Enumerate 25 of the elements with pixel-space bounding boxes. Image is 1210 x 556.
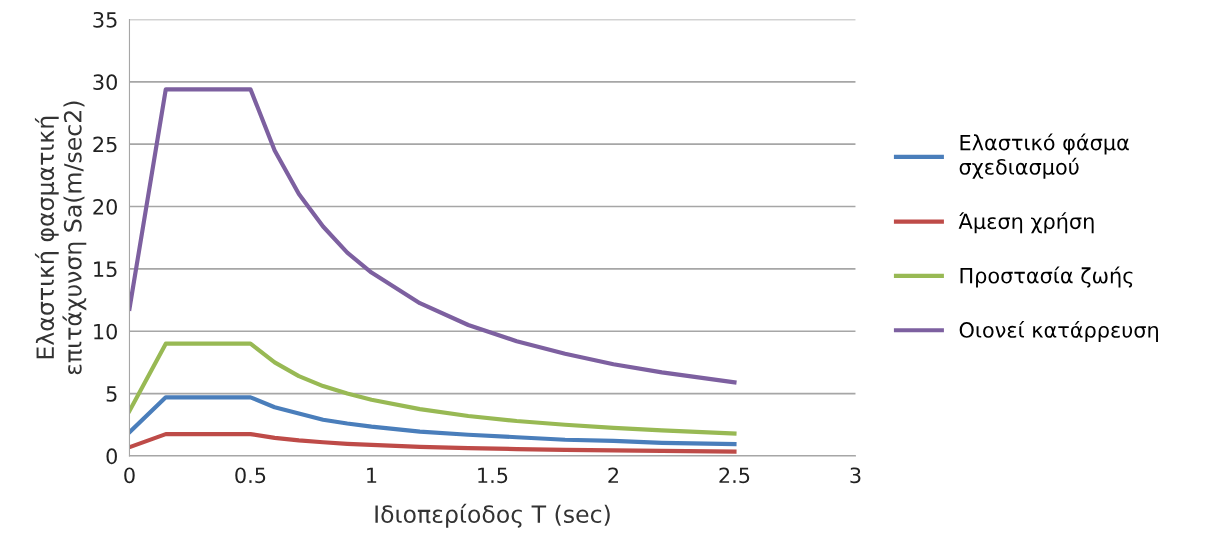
- y-tick-label: 5: [106, 386, 117, 402]
- legend-label: Προστασία ζωής: [960, 266, 1133, 288]
- x-tick-label: 3: [850, 467, 861, 484]
- x-tick-label: 1: [367, 467, 377, 483]
- y-tick-label: 25: [93, 136, 117, 153]
- x-tick-label: 2: [608, 467, 619, 483]
- y-tick-label: 20: [93, 198, 117, 215]
- y-tick-label: 15: [94, 261, 117, 278]
- line-series: [129, 87, 737, 385]
- x-tick-label: 2.5: [719, 467, 750, 484]
- x-tick-label: 0: [124, 467, 135, 484]
- y-tick-label: 10: [94, 323, 117, 340]
- legend-label: Ελαστικό φάσμα σχεδιασμού: [959, 133, 1129, 179]
- line-series: [129, 341, 737, 436]
- x-axis-title: Ιδιοπερίοδος T (sec): [375, 503, 610, 528]
- line-series: [129, 432, 737, 454]
- legend-label: Οιονεί κατάρρευση: [959, 320, 1158, 342]
- x-tick-label: 0.5: [235, 467, 266, 484]
- y-axis-title: Ελαστική φασματική επιτάχυνση Sa(m/sec2): [34, 101, 87, 375]
- x-tick-label: 1.5: [478, 467, 508, 484]
- legend-label: Άμεση χρήση: [958, 212, 1094, 234]
- y-tick-label: 30: [93, 74, 117, 91]
- line-series: [129, 395, 737, 447]
- y-tick-label: 0: [106, 448, 117, 465]
- y-tick-label: 35: [93, 11, 117, 28]
